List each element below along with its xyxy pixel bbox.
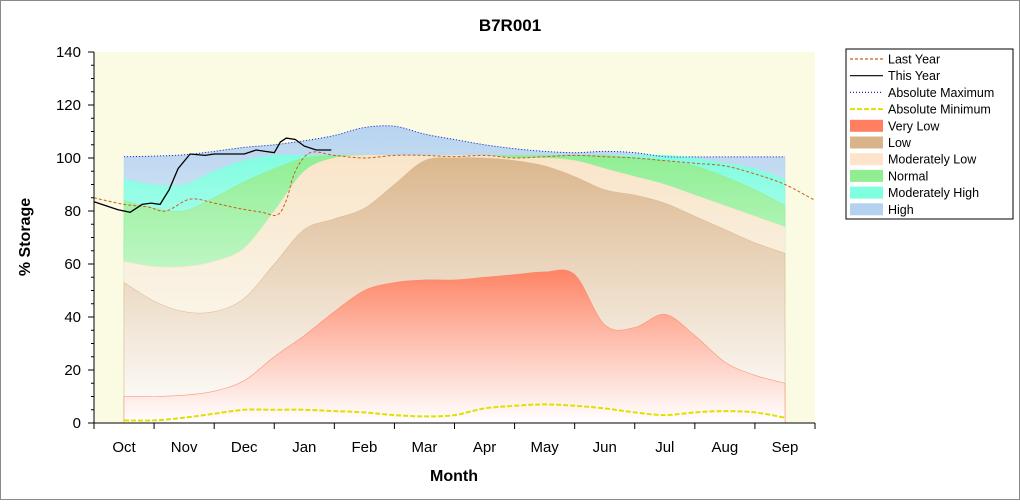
axes: 0 20 40 60 80 100 120 140 Oct Nov Dec Jan Feb Mar Apr M…	[56, 44, 816, 456]
x-tick-label: Jun	[593, 439, 617, 456]
x-tick-label: Apr	[473, 439, 496, 456]
series-absolute-minimum	[123, 403, 786, 422]
legend-label-very-low: Very Low	[888, 119, 940, 133]
y-tick-label: 40	[64, 309, 81, 326]
y-tick-label: 140	[56, 44, 81, 61]
legend-label-absolute-maximum: Absolute Maximum	[888, 86, 994, 100]
x-tick-label: Nov	[171, 439, 198, 456]
legend-label-low: Low	[888, 136, 912, 150]
x-tick-label: Oct	[112, 439, 136, 456]
legend-swatch-moderately-high	[850, 186, 883, 199]
y-tick-label: 120	[56, 97, 81, 114]
legend-label-normal: Normal	[888, 169, 928, 183]
x-tick-label: Feb	[351, 439, 377, 456]
band-very-low	[123, 269, 786, 424]
x-tick-label: May	[530, 439, 559, 456]
legend-swatch-very-low	[850, 119, 883, 132]
y-tick-label: 20	[64, 362, 81, 379]
series-last-year	[93, 151, 816, 217]
x-tick-label: Jan	[292, 439, 316, 456]
series-absolute-maximum	[123, 125, 785, 158]
x-axis-title: Month	[430, 468, 478, 485]
y-tick-label: 100	[56, 150, 81, 167]
x-tick-label: Jul	[655, 439, 674, 456]
legend-swatch-moderately-low	[850, 153, 883, 166]
legend-label-absolute-minimum: Absolute Minimum	[888, 103, 991, 117]
x-tick-label: Sep	[772, 439, 799, 456]
y-tick-label: 80	[64, 203, 81, 220]
x-tick-label: Aug	[712, 439, 739, 456]
x-tick-label: Mar	[412, 439, 438, 456]
legend-swatch-high	[850, 203, 883, 216]
legend-swatch-normal	[850, 169, 883, 182]
legend-label-high: High	[888, 203, 914, 217]
legend: Last Year This Year Absolute Maximum Absolu…	[845, 48, 1014, 220]
legend-label-moderately-low: Moderately Low	[888, 153, 977, 167]
y-tick-label: 0	[73, 415, 81, 432]
x-tick-label: Dec	[231, 439, 258, 456]
legend-label-last-year: Last Year	[888, 53, 940, 67]
y-axis-title: % Storage	[17, 198, 34, 276]
legend-swatch-low	[850, 136, 883, 149]
series-this-year	[93, 137, 332, 213]
y-tick-label: 60	[64, 256, 81, 273]
legend-label-moderately-high: Moderately High	[888, 186, 979, 200]
legend-label-this-year: This Year	[888, 69, 940, 83]
chart-title: B7R001	[479, 16, 541, 35]
plot-area	[93, 52, 816, 424]
